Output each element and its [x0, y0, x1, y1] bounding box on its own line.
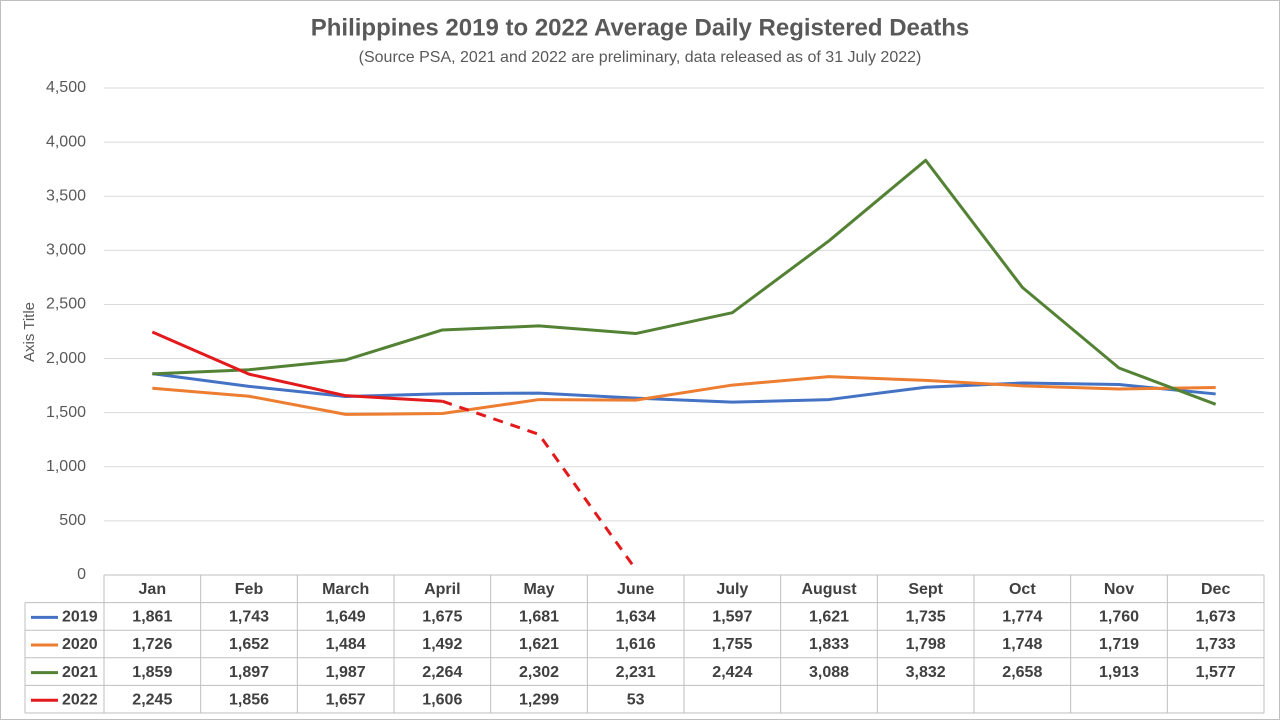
- table-value: 1,675: [422, 609, 462, 626]
- table-value: 1,621: [809, 609, 849, 626]
- table-value: 1,606: [422, 691, 462, 708]
- y-tick-label: 4,000: [46, 133, 86, 150]
- table-value: 2,264: [422, 664, 462, 681]
- table-value: 1,492: [422, 636, 462, 653]
- table-value: 3,832: [906, 664, 946, 681]
- table-value: 1,743: [229, 609, 269, 626]
- legend-label: 2022: [62, 691, 98, 708]
- x-tick-label: Sept: [908, 581, 943, 598]
- x-tick-label: May: [523, 581, 554, 598]
- y-tick-label: 0: [77, 566, 86, 583]
- table-value: 1,299: [519, 691, 559, 708]
- table-value: 1,798: [906, 636, 946, 653]
- table-value: 1,748: [1002, 636, 1042, 653]
- x-tick-label: Nov: [1104, 581, 1134, 598]
- table-value: 2,424: [712, 664, 752, 681]
- legend-label: 2020: [62, 636, 98, 653]
- chart-title: Philippines 2019 to 2022 Average Daily R…: [311, 14, 970, 41]
- table-value: 1,597: [712, 609, 752, 626]
- table-value: 2,658: [1002, 664, 1042, 681]
- table-value: 1,987: [326, 664, 366, 681]
- table-value: 1,577: [1196, 664, 1236, 681]
- series-line: [152, 372, 1216, 404]
- y-axis-title: Axis Title: [21, 302, 38, 362]
- table-value: 1,673: [1196, 609, 1236, 626]
- table-value: 1,726: [132, 636, 172, 653]
- table-value: 1,681: [519, 609, 559, 626]
- y-tick-label: 2,500: [46, 296, 86, 313]
- table-value: 1,859: [132, 664, 172, 681]
- y-tick-label: 3,000: [46, 242, 86, 259]
- table-value: 2,245: [132, 691, 172, 708]
- legend-label: 2019: [62, 609, 98, 626]
- series-line: [152, 158, 1217, 406]
- table-value: 1,774: [1002, 609, 1042, 626]
- table-value: 1,719: [1099, 636, 1139, 653]
- x-tick-label: March: [322, 581, 369, 598]
- x-tick-label: July: [716, 581, 748, 598]
- x-tick-label: June: [617, 581, 654, 598]
- x-tick-label: Jan: [139, 581, 167, 598]
- table-value: 1,733: [1196, 636, 1236, 653]
- table-value: 1,649: [326, 609, 366, 626]
- table-value: 1,657: [326, 691, 366, 708]
- table-value: 1,621: [519, 636, 559, 653]
- table-value: 1,861: [132, 609, 172, 626]
- series-line: [151, 330, 443, 403]
- x-tick-label: April: [424, 581, 460, 598]
- table-value: 1,897: [229, 664, 269, 681]
- x-tick-label: August: [801, 581, 857, 598]
- legend-label: 2021: [62, 664, 98, 681]
- x-tick-label: Dec: [1201, 581, 1230, 598]
- chart-subtitle: (Source PSA, 2021 and 2022 are prelimina…: [359, 49, 922, 66]
- table-value: 1,634: [616, 609, 656, 626]
- y-tick-label: 1,000: [46, 458, 86, 475]
- table-value: 3,088: [809, 664, 849, 681]
- y-tick-label: 500: [59, 512, 86, 529]
- x-tick-label: Feb: [235, 581, 264, 598]
- table-value: 1,833: [809, 636, 849, 653]
- table-value: 1,735: [906, 609, 946, 626]
- y-tick-label: 4,500: [46, 79, 86, 96]
- table-value: 1,755: [712, 636, 752, 653]
- y-tick-label: 2,000: [46, 350, 86, 367]
- table-value: 1,760: [1099, 609, 1139, 626]
- table-value: 2,302: [519, 664, 559, 681]
- table-value: 2,231: [616, 664, 656, 681]
- table-value: 1,616: [616, 636, 656, 653]
- table-value: 1,913: [1099, 664, 1139, 681]
- y-tick-label: 1,500: [46, 404, 86, 421]
- series-line: [152, 375, 1216, 416]
- table-value: 53: [627, 691, 645, 708]
- table-value: 1,652: [229, 636, 269, 653]
- table-value: 1,484: [326, 636, 366, 653]
- x-tick-label: Oct: [1009, 581, 1036, 598]
- y-tick-label: 3,500: [46, 187, 86, 204]
- table-value: 1,856: [229, 691, 269, 708]
